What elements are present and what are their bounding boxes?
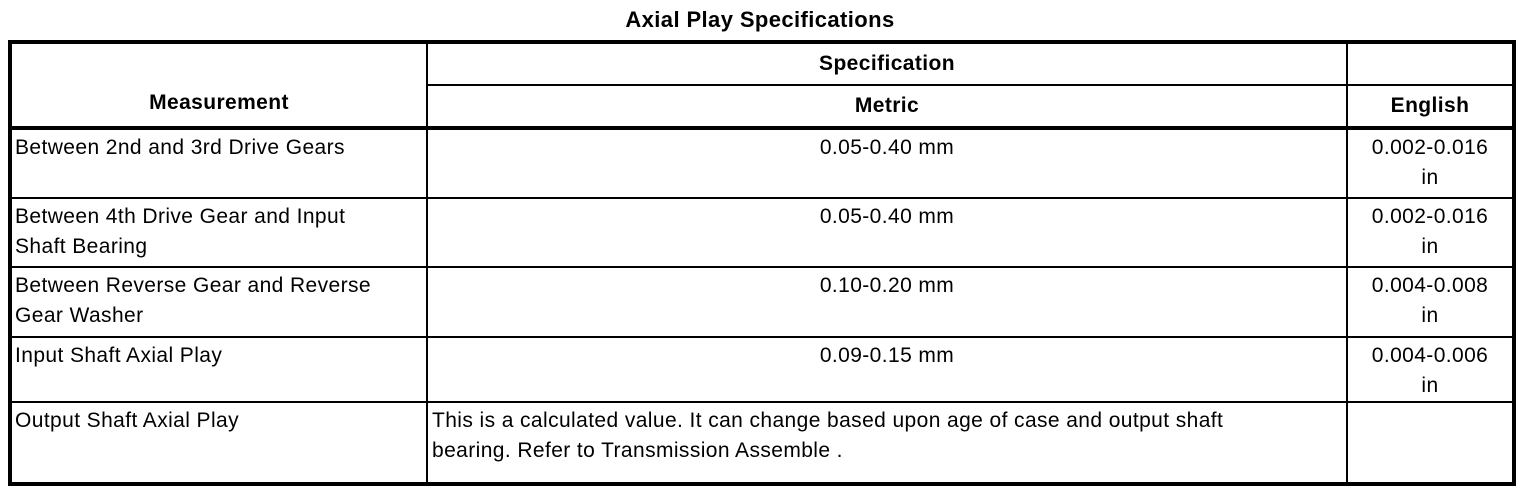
measurement-cell: Output Shaft Axial Play <box>9 401 428 485</box>
english-value: 0.002-0.016 in <box>1371 205 1489 258</box>
axial-play-specifications-table: Measurement Specification Metric English… <box>8 40 1516 486</box>
measurement-cell: Between 4th Drive Gear and Input Shaft B… <box>9 197 428 268</box>
column-header-english-group <box>1346 41 1515 86</box>
page-title: Axial Play Specifications <box>625 7 895 32</box>
metric-note-cell: This is a calculated value. It can chang… <box>426 401 1348 485</box>
measurement-cell: Input Shaft Axial Play <box>9 336 428 403</box>
table-row: Between Reverse Gear and Reverse Gear Wa… <box>9 266 1515 338</box>
metric-value: 0.09-0.15 mm <box>819 344 955 367</box>
table-row: Between 2nd and 3rd Drive Gears 0.05-0.4… <box>9 127 1515 199</box>
english-value-cell: 0.004-0.006 in <box>1346 336 1515 403</box>
measurement-cell: Between 2nd and 3rd Drive Gears <box>9 127 428 199</box>
header-row-units: Metric English <box>10 84 1515 130</box>
table-header: Measurement Specification Metric English <box>9 41 1515 130</box>
english-value: 0.002-0.016 in <box>1371 136 1489 189</box>
metric-value-cell: 0.10-0.20 mm <box>426 266 1348 338</box>
column-header-measurement: Measurement <box>9 41 428 130</box>
english-value: 0.004-0.008 in <box>1371 274 1489 327</box>
english-value-cell: 0.004-0.008 in <box>1346 266 1515 338</box>
calculated-value-note: This is a calculated value. It can chang… <box>432 409 1224 462</box>
english-value-cell <box>1346 401 1515 485</box>
table-row: Input Shaft Axial Play 0.09-0.15 mm 0.00… <box>9 336 1515 403</box>
english-value: 0.004-0.006 in <box>1371 344 1489 397</box>
metric-value: 0.10-0.20 mm <box>819 274 955 297</box>
metric-value: 0.05-0.40 mm <box>819 136 955 159</box>
table-row: Between 4th Drive Gear and Input Shaft B… <box>9 197 1515 268</box>
english-value-cell: 0.002-0.016 in <box>1346 197 1515 268</box>
column-header-english: English <box>1346 84 1515 130</box>
table-body: Between 2nd and 3rd Drive Gears 0.05-0.4… <box>9 127 1515 485</box>
column-header-specification: Specification <box>426 41 1348 86</box>
metric-value-cell: 0.05-0.40 mm <box>426 197 1348 268</box>
metric-value-cell: 0.05-0.40 mm <box>426 127 1348 199</box>
header-row-group: Measurement Specification <box>9 41 1515 130</box>
english-value-cell: 0.002-0.016 in <box>1346 127 1515 199</box>
measurement-cell: Between Reverse Gear and Reverse Gear Wa… <box>9 266 428 338</box>
metric-value-cell: 0.09-0.15 mm <box>426 336 1348 403</box>
table-row: Output Shaft Axial Play This is a calcul… <box>9 401 1515 485</box>
column-header-metric: Metric <box>426 84 1348 130</box>
metric-value: 0.05-0.40 mm <box>819 205 955 228</box>
